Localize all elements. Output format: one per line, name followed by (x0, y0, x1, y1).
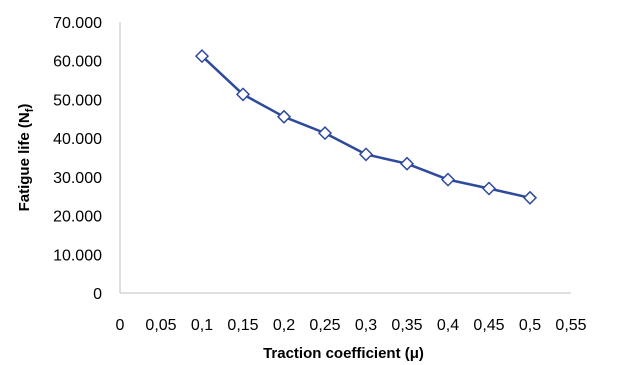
data-point-marker (358, 147, 374, 162)
y-axis-title-close: ) (16, 104, 33, 109)
y-tick-label: 50.000 (53, 92, 102, 109)
x-tick-label: 0,45 (473, 317, 504, 334)
data-point-marker (317, 126, 333, 141)
y-tick-label: 60.000 (53, 54, 102, 71)
x-tick-label: 0,1 (191, 317, 213, 334)
y-tick-label: 30.000 (53, 170, 102, 187)
data-point-marker (440, 172, 456, 187)
x-tick-label: 0,3 (355, 317, 377, 334)
y-tick-label: 20.000 (53, 209, 102, 226)
x-tick-label: 0,2 (273, 317, 295, 334)
x-tick-label: 0,25 (309, 317, 340, 334)
y-tick-label: 10.000 (53, 247, 102, 264)
y-axis-title-main: Fatigue life (N (16, 112, 33, 211)
y-tick-label: 70.000 (53, 15, 102, 32)
data-point-marker (522, 190, 538, 205)
y-axis-title: Fatigue life (Nf) (16, 104, 36, 212)
x-tick-label: 0,15 (227, 317, 258, 334)
data-point-marker (481, 181, 497, 196)
y-tick-label: 40.000 (53, 131, 102, 148)
x-tick-label: 0 (116, 317, 125, 334)
y-axis-title-subscript: f (24, 108, 36, 112)
series-layer (194, 49, 538, 205)
x-tick-labels: 0 0,05 0,1 0,15 0,2 0,25 0,3 0,35 0,4 0,45 0,5 0,55 (116, 317, 587, 334)
y-tick-label: 0 (93, 286, 102, 303)
x-tick-label: 0,35 (391, 317, 422, 334)
data-point-marker (399, 156, 415, 171)
x-tick-label: 0,5 (519, 317, 541, 334)
series-line (201, 55, 531, 200)
data-point-marker (276, 109, 292, 124)
x-axis-title: Traction coefficient (μ) (263, 345, 424, 362)
data-point-marker (235, 87, 251, 102)
x-tick-label: 0,4 (437, 317, 459, 334)
data-point-marker (194, 49, 210, 64)
x-tick-label: 0,05 (145, 317, 176, 334)
y-tick-labels: 0 10.000 20.000 30.000 40.000 50.000 60.000 70.… (53, 15, 102, 303)
x-tick-label: 0,55 (555, 317, 586, 334)
